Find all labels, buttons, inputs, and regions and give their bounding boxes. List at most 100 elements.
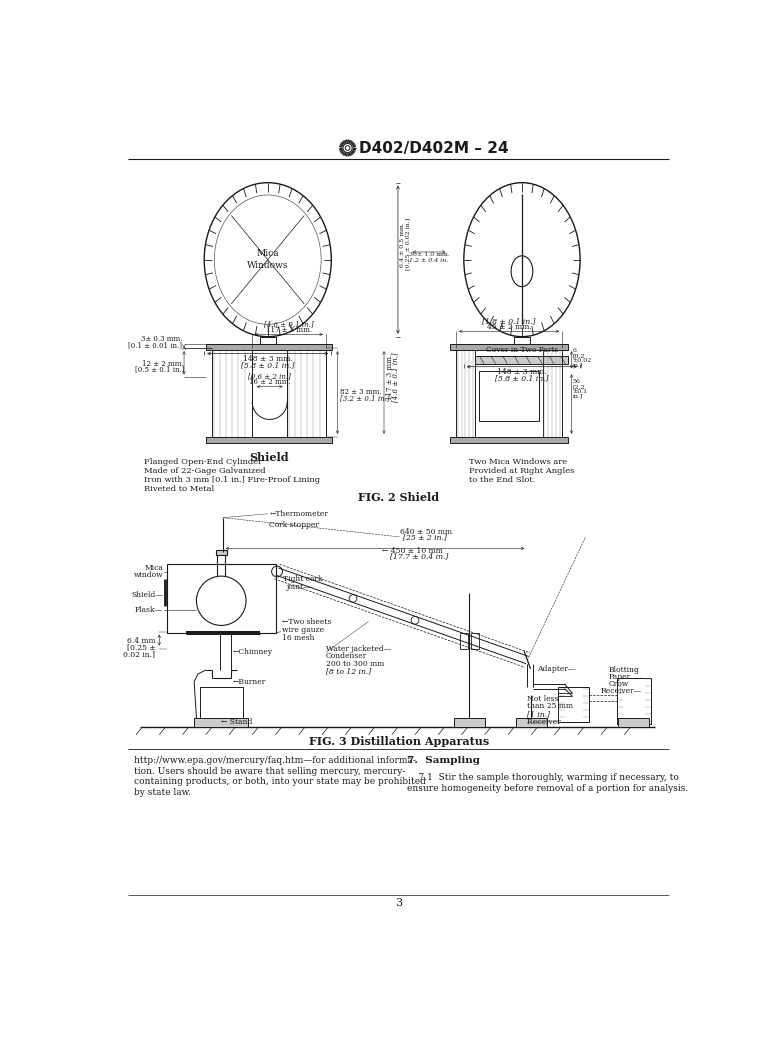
Text: 12 ± 2 mm.: 12 ± 2 mm. bbox=[142, 359, 184, 367]
Text: [3.2 ± 0.1 in.]: [3.2 ± 0.1 in.] bbox=[340, 395, 390, 403]
Text: in.]: in.] bbox=[573, 363, 583, 367]
Bar bbox=[450, 344, 569, 350]
Text: Not less: Not less bbox=[527, 694, 559, 703]
Bar bbox=[618, 718, 649, 727]
Text: 7.1  Stir the sample thoroughly, warming if necessary, to
ensure homogeneity bef: 7.1 Stir the sample thoroughly, warming … bbox=[407, 773, 689, 792]
Text: Shield: Shield bbox=[249, 452, 289, 463]
Text: 6.4 ± 0.5 mm.: 6.4 ± 0.5 mm. bbox=[400, 222, 405, 266]
Text: 45 ± 2 mm.: 45 ± 2 mm. bbox=[487, 323, 531, 330]
Text: Water jacketed—: Water jacketed— bbox=[326, 644, 391, 653]
Text: 6.4 mm: 6.4 mm bbox=[127, 637, 156, 644]
Text: [1.8 ± 0.1 in.]: [1.8 ± 0.1 in.] bbox=[482, 318, 536, 325]
Text: Shield—: Shield— bbox=[131, 590, 163, 599]
Text: 82 ± 3 mm.: 82 ± 3 mm. bbox=[340, 388, 381, 397]
Text: in.]: in.] bbox=[573, 393, 583, 399]
Bar bbox=[479, 372, 539, 422]
Text: [8 to 12 in.]: [8 to 12 in.] bbox=[326, 667, 371, 676]
Text: ← 450 ± 10 mm: ← 450 ± 10 mm bbox=[383, 548, 443, 555]
Text: [0.6 ± 2 in.]: [0.6 ± 2 in.] bbox=[248, 373, 291, 381]
Text: [25 ± 2 in.]: [25 ± 2 in.] bbox=[403, 533, 447, 541]
Text: http://www.epa.gov/mercury/faq.htm—for additional informa-
tion. Users should be: http://www.epa.gov/mercury/faq.htm—for a… bbox=[135, 757, 426, 796]
Bar bbox=[167, 564, 275, 633]
Text: 30± 1.0 mm.: 30± 1.0 mm. bbox=[408, 252, 450, 257]
Text: [4.6 ± 0.1 in.]: [4.6 ± 0.1 in.] bbox=[391, 352, 399, 402]
Bar bbox=[559, 687, 590, 721]
Text: Adapter—: Adapter— bbox=[538, 664, 576, 672]
Text: [5.8 ± 0.1 in.]: [5.8 ± 0.1 in.] bbox=[241, 361, 295, 370]
Bar bbox=[194, 718, 248, 727]
Text: ±0.02: ±0.02 bbox=[573, 358, 591, 363]
Text: [0.5 ± 0.1 in.]: [0.5 ± 0.1 in.] bbox=[135, 365, 184, 374]
Text: [0.2: [0.2 bbox=[573, 354, 585, 358]
Bar bbox=[460, 633, 468, 649]
Bar bbox=[475, 356, 569, 363]
Bar bbox=[456, 349, 475, 437]
Text: [0.1 ± 0.01 in.]: [0.1 ± 0.01 in.] bbox=[128, 341, 183, 349]
Text: Paper: Paper bbox=[608, 674, 631, 681]
Bar bbox=[543, 349, 562, 437]
Text: Mica: Mica bbox=[144, 563, 163, 572]
Bar bbox=[450, 437, 569, 442]
Text: 7.  Sampling: 7. Sampling bbox=[407, 757, 480, 765]
Text: window: window bbox=[134, 572, 163, 580]
Text: Receiver ——: Receiver —— bbox=[527, 717, 579, 726]
Text: Windows: Windows bbox=[247, 261, 289, 271]
Text: ±0.1: ±0.1 bbox=[573, 389, 587, 395]
Text: 1.2 ± 0.4 in.: 1.2 ± 0.4 in. bbox=[408, 258, 448, 263]
Text: Two Mica Windows are
Provided at Right Angles
to the End Slot.: Two Mica Windows are Provided at Right A… bbox=[469, 458, 575, 484]
Bar bbox=[212, 349, 252, 437]
Text: ←Chimney: ←Chimney bbox=[233, 649, 273, 657]
Text: FIG. 3 Distillation Apparatus: FIG. 3 Distillation Apparatus bbox=[309, 736, 489, 746]
Bar bbox=[260, 336, 275, 346]
Text: 200 to 300 mm: 200 to 300 mm bbox=[326, 660, 384, 668]
Text: 0.02 in.]: 0.02 in.] bbox=[124, 651, 156, 659]
Text: FIG. 2 Shield: FIG. 2 Shield bbox=[358, 492, 440, 503]
Text: Cover in Two Parts: Cover in Two Parts bbox=[485, 346, 558, 354]
Text: 3± 0.3 mm.: 3± 0.3 mm. bbox=[141, 335, 183, 342]
Text: Mica: Mica bbox=[257, 249, 279, 258]
Text: ←Burner: ←Burner bbox=[233, 678, 266, 686]
Text: [17.7 ± 0.4 in.]: [17.7 ± 0.4 in.] bbox=[391, 553, 449, 561]
Bar bbox=[216, 550, 226, 555]
Text: [0.25 ±: [0.25 ± bbox=[127, 643, 156, 652]
Bar bbox=[616, 678, 651, 723]
Bar bbox=[471, 633, 478, 649]
Bar bbox=[200, 687, 243, 727]
Text: Condenser: Condenser bbox=[326, 653, 367, 660]
Text: [1 in.]: [1 in.] bbox=[527, 710, 550, 718]
Text: 16 ± 2 mm.: 16 ± 2 mm. bbox=[249, 378, 290, 386]
Text: joint—: joint— bbox=[287, 583, 312, 591]
Text: Blotting: Blotting bbox=[608, 666, 640, 675]
Text: than 25 mm: than 25 mm bbox=[527, 703, 573, 710]
Text: 16 mesh: 16 mesh bbox=[282, 634, 314, 641]
Text: 640 ± 50 mm: 640 ± 50 mm bbox=[399, 528, 451, 536]
Text: [0.25 ± 0.02 in.]: [0.25 ± 0.02 in.] bbox=[405, 219, 411, 271]
Text: Flask—: Flask— bbox=[135, 606, 163, 614]
Bar bbox=[454, 718, 485, 727]
Text: [4.6 ± 0.1 in.]: [4.6 ± 0.1 in.] bbox=[265, 321, 314, 328]
Text: ← Stand: ← Stand bbox=[221, 718, 253, 727]
Text: 117 ± 3 mm.: 117 ± 3 mm. bbox=[266, 326, 312, 333]
Text: ←Thermometer: ←Thermometer bbox=[269, 510, 328, 517]
Text: Crow: Crow bbox=[608, 680, 629, 688]
Text: 56: 56 bbox=[573, 379, 580, 384]
Bar bbox=[205, 437, 332, 442]
Bar bbox=[205, 344, 332, 350]
Text: Tight cork: Tight cork bbox=[283, 576, 323, 583]
Text: [5.8 ± 0.1 in.]: [5.8 ± 0.1 in.] bbox=[496, 375, 548, 382]
Bar bbox=[287, 349, 326, 437]
Text: 6: 6 bbox=[573, 349, 576, 353]
Text: 3: 3 bbox=[395, 897, 402, 908]
Text: 148 ± 3 mm.: 148 ± 3 mm. bbox=[497, 369, 547, 376]
Text: Flanged Open-End Cylinder
Made of 22-Gage Galvanized
Iron with 3 mm [0.1 in.] Fi: Flanged Open-End Cylinder Made of 22-Gag… bbox=[144, 458, 320, 493]
Text: Cork stopper: Cork stopper bbox=[269, 520, 319, 529]
Text: 148 ± 3 mm.: 148 ± 3 mm. bbox=[243, 355, 293, 363]
Bar bbox=[516, 718, 547, 727]
Text: [2.2: [2.2 bbox=[573, 384, 585, 389]
Text: ←Two sheets: ←Two sheets bbox=[282, 618, 331, 627]
Bar bbox=[514, 336, 530, 346]
Text: Receiver—: Receiver— bbox=[601, 687, 643, 695]
Text: wire gauze: wire gauze bbox=[282, 626, 324, 634]
Text: D402/D402M – 24: D402/D402M – 24 bbox=[359, 141, 509, 155]
Text: 117 ± 3 mm.: 117 ± 3 mm. bbox=[386, 354, 394, 400]
